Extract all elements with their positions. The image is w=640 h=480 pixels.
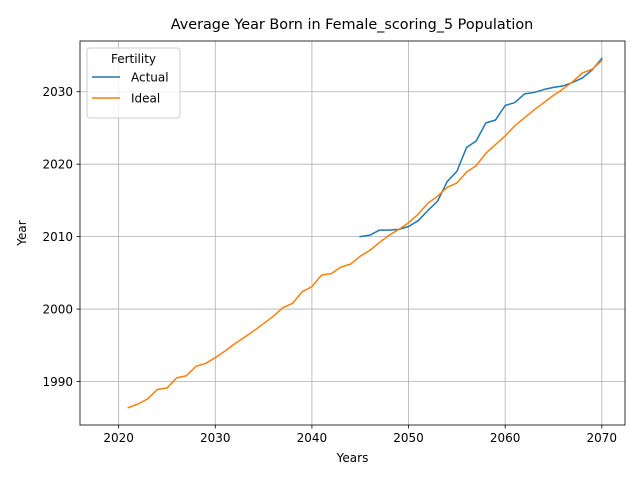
y-tick-label: 2030 [42, 85, 73, 99]
y-axis-label: Year [15, 220, 29, 246]
x-tick-label: 2060 [490, 431, 521, 445]
x-tick-label: 2030 [200, 431, 231, 445]
legend: Fertility Actual Ideal [86, 47, 181, 119]
y-tick-label: 2020 [42, 157, 73, 171]
x-tick-label: 2020 [103, 431, 134, 445]
x-axis-label: Years [336, 451, 369, 465]
y-tick-label: 2010 [42, 230, 73, 244]
y-tick-label: 2000 [42, 302, 73, 316]
legend-label-actual: Actual [131, 71, 169, 85]
series-line-ideal [127, 59, 603, 409]
legend-title: Fertility [111, 52, 156, 66]
chart-title: Average Year Born in Female_scoring_5 Po… [171, 17, 534, 33]
series-layer [127, 57, 603, 409]
axis-ticks: 2020 2030 2040 2050 2060 2070 1990 2000 2010 2020… [42, 85, 617, 445]
x-tick-label: 2040 [297, 431, 328, 445]
x-tick-label: 2070 [587, 431, 618, 445]
plot-frame [79, 40, 626, 426]
legend-box [86, 47, 181, 119]
legend-label-ideal: Ideal [131, 92, 160, 106]
x-tick-label: 2050 [393, 431, 424, 445]
y-tick-label: 1990 [42, 375, 73, 389]
